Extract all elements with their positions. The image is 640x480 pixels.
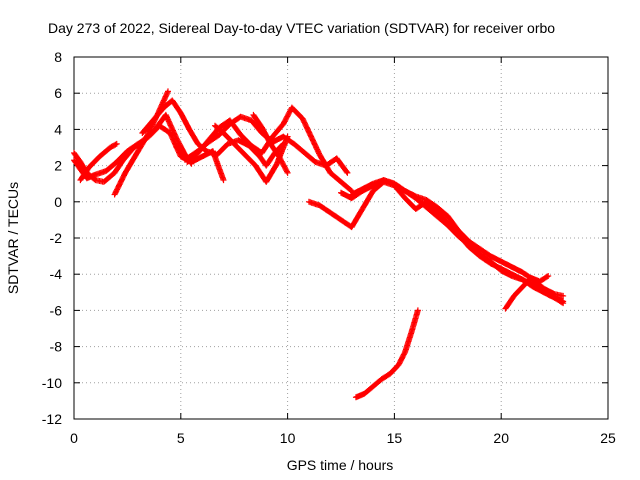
series-markers <box>502 273 552 312</box>
x-tick-label: 20 <box>493 430 509 446</box>
x-tick-label: 25 <box>600 430 616 446</box>
y-tick-label: -10 <box>42 375 62 391</box>
series-pass-12 <box>348 177 567 299</box>
series-markers <box>77 140 120 184</box>
series-pass-14 <box>352 307 421 401</box>
y-tick-label: 8 <box>54 49 62 65</box>
x-tick-label: 10 <box>280 430 296 446</box>
series-markers <box>111 88 171 198</box>
grid-layer <box>74 57 608 419</box>
series-markers <box>348 177 567 299</box>
y-tick-label: -4 <box>50 266 63 282</box>
series-markers <box>139 97 287 169</box>
y-tick-label: 6 <box>54 85 62 101</box>
series-markers <box>352 307 421 401</box>
chart-title: Day 273 of 2022, Sidereal Day-to-day VTE… <box>48 20 555 36</box>
data-layer <box>71 88 567 401</box>
y-tick-label: -8 <box>50 339 63 355</box>
tick-layer: 0 5 10 15 20 25 -12 -10 -8 -6 -4 -2 0 2 4 6 8 <box>42 49 616 446</box>
x-tick-label: 15 <box>387 430 403 446</box>
y-tick-label: -6 <box>50 302 63 318</box>
series-pass-13 <box>502 273 552 312</box>
series-pass-5 <box>139 97 287 169</box>
x-tick-label: 0 <box>70 430 78 446</box>
series-pass-4 <box>111 88 171 198</box>
series-markers <box>250 111 291 176</box>
y-tick-label: 4 <box>54 121 62 137</box>
y-tick-label: -2 <box>50 230 63 246</box>
series-pass-10 <box>305 178 567 307</box>
x-tick-label: 5 <box>177 430 185 446</box>
y-axis-label: SDTVAR / TECUs <box>5 182 21 294</box>
y-tick-label: 0 <box>54 194 62 210</box>
x-axis-label: GPS time / hours <box>287 457 394 473</box>
series-pass-3 <box>77 140 120 184</box>
series-markers <box>211 122 291 185</box>
y-tick-label: -12 <box>42 411 62 427</box>
series-pass-8 <box>211 122 291 185</box>
y-tick-label: 2 <box>54 158 62 174</box>
series-markers <box>305 178 567 307</box>
series-pass-9 <box>250 111 291 176</box>
